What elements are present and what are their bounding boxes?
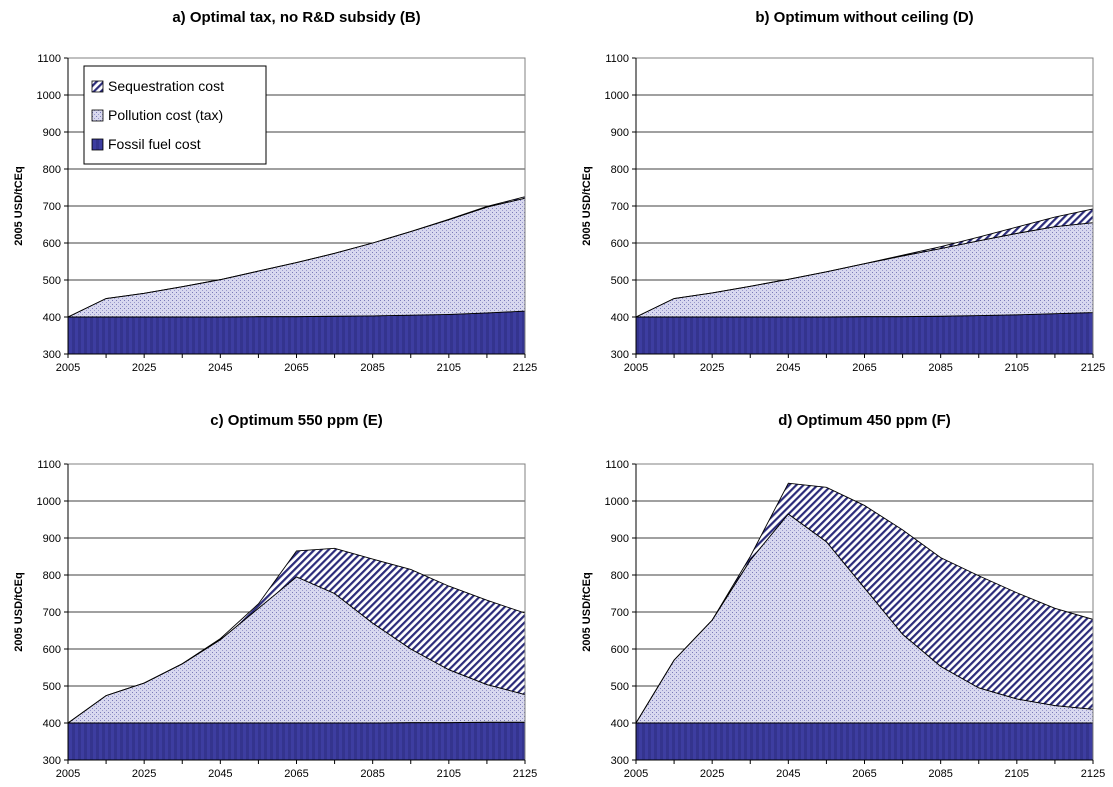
y-tick-label: 1100 <box>37 459 61 471</box>
y-tick-label: 1000 <box>37 496 61 508</box>
y-tick-label: 400 <box>611 312 629 324</box>
x-tick-label: 2065 <box>284 362 308 374</box>
y-tick-label: 1100 <box>605 53 629 65</box>
x-tick-label: 2025 <box>132 768 156 780</box>
legend-swatch <box>91 138 104 151</box>
x-tick-label: 2025 <box>132 362 156 374</box>
y-tick-label: 600 <box>611 238 629 250</box>
x-tick-label: 2085 <box>928 362 952 374</box>
y-tick-label: 600 <box>611 644 629 656</box>
y-tick-label: 600 <box>43 644 61 656</box>
y-tick-label: 500 <box>611 681 629 693</box>
pollution-area-2 <box>635 222 1094 318</box>
chart-panel-2: b) Optimum without ceiling (D) 2005 USD/t… <box>581 9 1105 374</box>
chart-title: b) Optimum without ceiling (D) <box>755 9 973 26</box>
y-tick-label: 700 <box>611 607 629 619</box>
chart-title: c) Optimum 550 ppm (E) <box>210 412 383 429</box>
chart-title: a) Optimal tax, no R&D subsidy (B) <box>172 9 420 26</box>
x-tick-label: 2085 <box>360 768 384 780</box>
fossil-area-4 <box>635 722 1094 761</box>
x-tick-label: 2105 <box>437 362 461 374</box>
x-tick-label: 2105 <box>437 768 461 780</box>
x-tick-label: 2125 <box>513 362 537 374</box>
x-tick-label: 2085 <box>928 768 952 780</box>
y-tick-label: 700 <box>43 607 61 619</box>
x-tick-label: 2025 <box>700 362 724 374</box>
x-tick-label: 2005 <box>624 768 648 780</box>
chart-panel-3: c) Optimum 550 ppm (E) 2005 USD/tCEq 300 40… <box>13 412 537 780</box>
y-tick-label: 400 <box>611 718 629 730</box>
x-tick-label: 2125 <box>1081 362 1105 374</box>
x-tick-label: 2125 <box>1081 768 1105 780</box>
y-tick-label: 1000 <box>605 90 629 102</box>
y-tick-label: 300 <box>611 755 629 767</box>
y-tick-label: 600 <box>43 238 61 250</box>
x-tick-label: 2045 <box>776 362 800 374</box>
y-tick-label: 700 <box>43 201 61 213</box>
chart-title: d) Optimum 450 ppm (F) <box>778 412 951 429</box>
pollution-area-1 <box>67 197 526 318</box>
x-tick-label: 2005 <box>624 362 648 374</box>
x-tick-label: 2005 <box>56 362 80 374</box>
y-tick-label: 300 <box>43 349 61 361</box>
y-tick-label: 1100 <box>605 459 629 471</box>
x-tick-label: 2065 <box>852 768 876 780</box>
y-tick-label: 900 <box>611 533 629 545</box>
y-tick-label: 800 <box>611 570 629 582</box>
x-tick-label: 2085 <box>360 362 384 374</box>
fossil-area-3 <box>67 721 526 761</box>
y-tick-label: 800 <box>43 570 61 582</box>
y-tick-label: 800 <box>43 164 61 176</box>
legend-swatch <box>91 80 104 93</box>
x-tick-label: 2045 <box>208 768 232 780</box>
fossil-area-1 <box>67 310 526 355</box>
y-axis-label: 2005 USD/tCEq <box>581 572 593 651</box>
x-tick-label: 2065 <box>284 768 308 780</box>
legend-box <box>83 65 267 165</box>
y-tick-label: 1000 <box>37 90 61 102</box>
y-tick-label: 500 <box>611 275 629 287</box>
x-tick-label: 2105 <box>1005 362 1029 374</box>
y-tick-label: 300 <box>611 349 629 361</box>
x-tick-label: 2005 <box>56 768 80 780</box>
y-tick-label: 1100 <box>37 53 61 65</box>
y-tick-label: 1000 <box>605 496 629 508</box>
y-tick-label: 900 <box>611 127 629 139</box>
y-tick-label: 400 <box>43 718 61 730</box>
y-tick-label: 500 <box>43 275 61 287</box>
x-tick-label: 2125 <box>513 768 537 780</box>
x-tick-label: 2045 <box>776 768 800 780</box>
legend-label: Sequestration cost <box>108 78 224 94</box>
chart-panel-1: a) Optimal tax, no R&D subsidy (B) 2005 U… <box>13 9 537 374</box>
y-tick-label: 900 <box>43 533 61 545</box>
legend-label: Fossil fuel cost <box>108 136 201 152</box>
legend-label: Pollution cost (tax) <box>108 107 223 123</box>
x-tick-label: 2065 <box>852 362 876 374</box>
y-tick-label: 400 <box>43 312 61 324</box>
y-axis-label: 2005 USD/tCEq <box>13 572 25 651</box>
legend: Sequestration cost Pollution cost (tax) Fo… <box>83 65 267 165</box>
y-tick-label: 500 <box>43 681 61 693</box>
y-tick-label: 900 <box>43 127 61 139</box>
fossil-area-2 <box>635 312 1094 355</box>
chart-panel-4: d) Optimum 450 ppm (F) 2005 USD/tCEq 300 40… <box>581 412 1105 780</box>
x-tick-label: 2045 <box>208 362 232 374</box>
legend-swatch <box>91 109 104 122</box>
y-tick-label: 700 <box>611 201 629 213</box>
y-axis-label: 2005 USD/tCEq <box>581 166 593 245</box>
x-tick-label: 2025 <box>700 768 724 780</box>
x-tick-label: 2105 <box>1005 768 1029 780</box>
y-tick-label: 800 <box>611 164 629 176</box>
y-axis-label: 2005 USD/tCEq <box>13 166 25 245</box>
y-tick-label: 300 <box>43 755 61 767</box>
